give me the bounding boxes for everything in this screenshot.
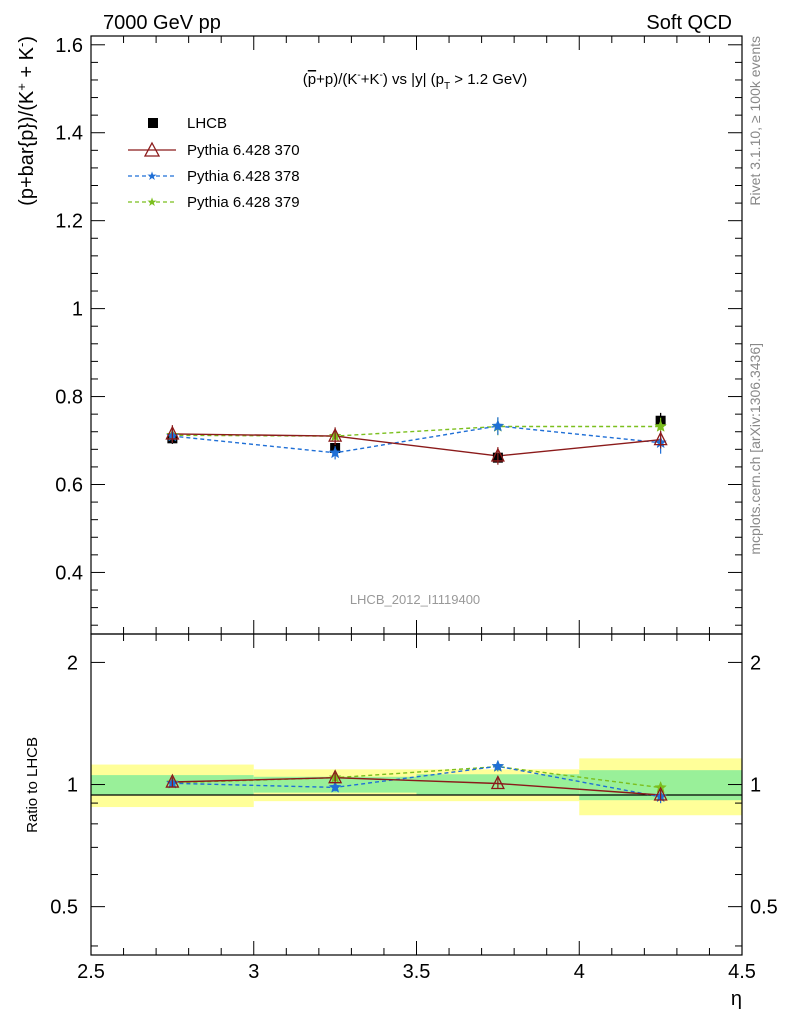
rivet-version-label: Rivet 3.1.10, ≥ 100k events: [747, 36, 763, 206]
series-line-main: [172, 425, 661, 454]
y-tick-label: 1: [72, 299, 83, 321]
legend-label-379: Pythia 6.428 379: [187, 194, 300, 211]
analysis-id-label: LHCB_2012_I1119400: [350, 592, 480, 607]
series-point-ratio: [328, 780, 342, 793]
chart-title: (p+p)/(K-+K-) vs |y| (pT > 1.2 GeV): [303, 70, 527, 92]
ratio-series-lines: [172, 765, 661, 798]
legend-marker-370: [143, 141, 161, 157]
series-point-ratio: [165, 773, 180, 788]
series-point-ratio: [490, 775, 505, 790]
series-point-main: [490, 447, 505, 462]
y-tick-label: 0.6: [55, 475, 83, 497]
ratio-series-marks: [165, 759, 668, 804]
y-tick-label: 0.4: [55, 562, 83, 584]
series-point-main: [328, 427, 343, 442]
ratio-panel: [90, 633, 743, 956]
main-axis-ticks: [90, 36, 743, 634]
x-tick-label: 3.5: [403, 961, 431, 983]
ratio-tick-label-right: 0.5: [750, 897, 778, 919]
y-axis-label: (p+bar{p})/(K+ + K-): [14, 36, 38, 206]
y-tick-label: 1.6: [55, 35, 83, 57]
ratio-tick-label-right: 1: [750, 775, 761, 797]
source-label: mcplots.cern.ch [arXiv:1306.3436]: [747, 343, 763, 555]
legend-label-378: Pythia 6.428 378: [187, 168, 300, 185]
legend-marker-lhcb: [148, 118, 158, 128]
x-tick-label: 2.5: [77, 961, 105, 983]
ratio-axis-ticks: [90, 634, 743, 955]
x-tick-label: 4: [574, 961, 585, 983]
tick-labels: 2.5 3 3.5 4 4.5 0.4 0.6 0.8 1 1.2 1.4 1.6 0.5 0.5 1 1 2 2: [50, 35, 778, 983]
main-series-lines: [172, 425, 661, 457]
header-left: 7000 GeV pp: [103, 12, 221, 34]
x-tick-label: 4.5: [728, 961, 756, 983]
main-series-marks: [165, 412, 668, 465]
header-right: Soft QCD: [646, 12, 732, 34]
series-point-ratio: [653, 786, 668, 801]
series-point-main: [491, 419, 505, 432]
series-line-main: [172, 425, 661, 437]
series-line-main: [172, 433, 661, 457]
legend-label-lhcb: LHCB: [187, 115, 227, 132]
ratio-y-axis-label: Ratio to LHCB: [24, 737, 41, 833]
series-point-main: [653, 431, 668, 446]
series-point-ratio: [491, 759, 505, 772]
ratio-tick-label-right: 2: [750, 652, 761, 674]
x-axis-label: η: [731, 988, 742, 1010]
series-line-ratio: [172, 765, 661, 789]
main-panel: (p+p)/(K-+K-) vs |y| (pT > 1.2 GeV) LHCB…: [90, 35, 743, 635]
y-tick-label: 1.4: [55, 123, 83, 145]
ratio-tick-label: 2: [67, 652, 78, 674]
series-point-main: [328, 446, 342, 459]
x-tick-label: 3: [248, 961, 259, 983]
series-point-main: [165, 425, 180, 440]
ratio-uncertainty-bands: [91, 758, 742, 816]
legend-marker-378: ★: [147, 169, 158, 183]
y-tick-label: 1.2: [55, 211, 83, 233]
series-line-ratio: [172, 765, 661, 798]
legend: LHCB Pythia 6.428 370 ★ Pythia 6.428 378…: [128, 115, 300, 211]
y-tick-label: 0.8: [55, 387, 83, 409]
series-point-ratio: [328, 769, 343, 784]
ratio-tick-label: 0.5: [50, 897, 78, 919]
series-line-ratio: [172, 776, 661, 796]
series-point-main: [654, 419, 667, 432]
legend-marker-379: ★: [147, 195, 158, 209]
legend-label-370: Pythia 6.428 370: [187, 142, 300, 159]
ratio-tick-label: 1: [67, 775, 78, 797]
